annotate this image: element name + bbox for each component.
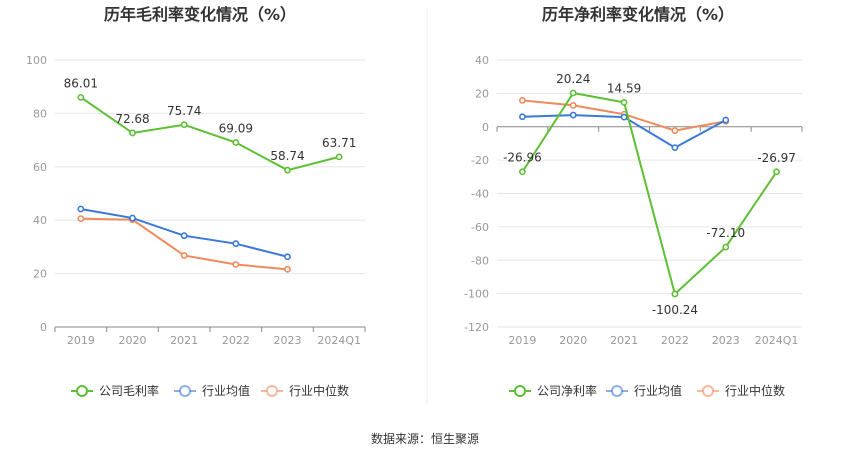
data-label: 63.71 <box>322 136 356 150</box>
net-margin-chart: 历年净利率变化情况（%） -120 -100 -80 -60 -40 -20 0 20 40 201… <box>464 5 803 398</box>
y-tick-label: 80 <box>33 107 47 120</box>
chart-title: 历年毛利率变化情况（%） <box>104 5 296 24</box>
x-tick-label: 2024Q1 <box>755 334 799 347</box>
data-source-note: 数据来源：恒生聚源 <box>371 431 479 446</box>
legend-label-industry_avg: 行业均值 <box>634 383 682 398</box>
legend-marker-company <box>514 385 526 397</box>
x-tick-label: 2019 <box>67 334 95 347</box>
data-label: -26.97 <box>757 151 796 165</box>
data-point-industry_avg <box>519 113 526 121</box>
x-tick-label: 2023 <box>712 334 740 347</box>
data-point-company <box>180 121 188 129</box>
data-point-industry_median <box>671 127 679 134</box>
data-label: 86.01 <box>64 76 98 90</box>
data-point-company <box>232 139 240 146</box>
y-tick-label: 60 <box>33 161 47 174</box>
data-point-industry_median <box>180 252 188 259</box>
x-tick-label: 2020 <box>559 334 587 347</box>
legend-marker-industry_avg <box>611 385 623 397</box>
data-point-industry_median <box>519 96 526 104</box>
y-tick-label: -40 <box>471 188 489 201</box>
y-tick-label: -100 <box>464 288 489 301</box>
series-line-company <box>521 91 778 296</box>
data-point-company <box>335 153 343 161</box>
y-tick-label: -80 <box>471 254 489 267</box>
data-point-industry_median <box>569 101 577 109</box>
x-tick-label: 2021 <box>170 334 198 347</box>
legend-label-industry_avg: 行业均值 <box>202 383 250 398</box>
x-tick-label: 2020 <box>119 334 147 347</box>
data-point-industry_avg <box>722 116 730 124</box>
series-line-company <box>80 96 340 172</box>
data-label: 72.68 <box>115 112 149 126</box>
y-tick-label: -60 <box>471 221 489 234</box>
data-label: 69.09 <box>219 122 253 136</box>
data-point-company <box>671 290 679 298</box>
gross-margin-chart: 历年毛利率变化情况（%） 0 20 40 60 80 100 2019 2020 2021 2022… <box>26 5 366 398</box>
data-label: 20.24 <box>556 72 590 86</box>
x-tick-label: 2023 <box>274 334 302 347</box>
data-point-company <box>77 93 85 101</box>
data-label: 58.74 <box>270 149 304 163</box>
data-point-industry_median <box>232 261 240 268</box>
y-tick-label: 100 <box>26 54 47 67</box>
legend-marker-industry_median <box>266 385 278 397</box>
data-label: 14.59 <box>607 81 641 95</box>
y-tick-label: 40 <box>33 214 47 227</box>
data-point-company <box>284 166 291 174</box>
legend-marker-company <box>76 385 88 397</box>
x-tick-label: 2024Q1 <box>317 334 361 347</box>
data-label: -72.10 <box>706 226 745 240</box>
y-tick-label: 0 <box>40 321 47 334</box>
data-point-industry_avg <box>284 253 291 261</box>
data-point-industry_avg <box>671 144 679 152</box>
y-tick-label: 20 <box>33 268 47 281</box>
y-tick-label: 40 <box>475 54 489 67</box>
x-tick-label: 2019 <box>508 334 536 347</box>
series-line-industry_median <box>80 217 288 271</box>
data-point-industry_avg <box>569 111 577 119</box>
data-point-industry_median <box>77 215 85 222</box>
legend-label-company: 公司净利率 <box>537 383 597 398</box>
data-point-industry_avg <box>77 205 85 213</box>
data-point-industry_avg <box>232 240 240 248</box>
data-point-industry_median <box>284 265 291 273</box>
y-tick-label: -20 <box>471 154 489 167</box>
data-point-company <box>773 168 780 176</box>
y-tick-label: 20 <box>475 87 489 100</box>
legend-marker-industry_median <box>702 385 714 397</box>
data-label: -26.96 <box>503 151 542 165</box>
data-point-industry_avg <box>180 232 188 240</box>
y-tick-label: -120 <box>464 321 489 334</box>
legend-label-industry_median: 行业中位数 <box>725 383 785 398</box>
legend-label-industry_median: 行业中位数 <box>289 383 349 398</box>
data-label: -100.24 <box>652 303 698 317</box>
x-tick-label: 2021 <box>610 334 638 347</box>
data-label: 75.74 <box>167 104 201 118</box>
data-point-company <box>569 89 577 97</box>
legend-label-company: 公司毛利率 <box>99 383 159 398</box>
data-point-company <box>519 168 526 176</box>
y-tick-label: 0 <box>482 121 489 134</box>
chart-title: 历年净利率变化情况（%） <box>542 5 734 24</box>
data-point-company <box>129 129 136 137</box>
legend-marker-industry_avg <box>179 385 191 397</box>
data-point-industry_avg <box>620 113 628 121</box>
data-point-company <box>620 99 628 106</box>
x-tick-label: 2022 <box>222 334 250 347</box>
x-tick-label: 2022 <box>661 334 689 347</box>
data-point-industry_avg <box>129 214 136 222</box>
data-point-company <box>722 243 730 251</box>
